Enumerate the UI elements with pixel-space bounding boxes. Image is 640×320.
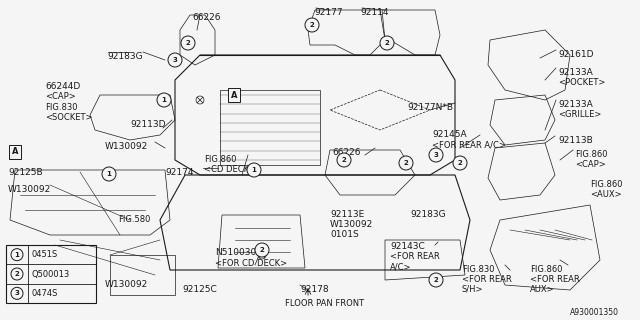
Text: 92125B: 92125B <box>8 168 43 177</box>
Circle shape <box>102 167 116 181</box>
Text: AUX>: AUX> <box>530 285 555 294</box>
Text: 92133A: 92133A <box>558 68 593 77</box>
Text: 92178: 92178 <box>300 285 328 294</box>
Text: A: A <box>12 148 19 156</box>
Text: <CD DECK>: <CD DECK> <box>204 165 256 174</box>
Text: FIG.860: FIG.860 <box>590 180 623 189</box>
Circle shape <box>429 273 443 287</box>
Text: W130092: W130092 <box>8 185 51 194</box>
Text: <FOR REAR: <FOR REAR <box>390 252 440 261</box>
Text: 92113E: 92113E <box>330 210 364 219</box>
Text: 2: 2 <box>458 160 462 166</box>
Text: 0451S: 0451S <box>32 250 58 259</box>
Text: 92113D: 92113D <box>130 120 166 129</box>
Text: FIG.830: FIG.830 <box>462 265 495 274</box>
Circle shape <box>11 268 23 280</box>
Text: 66244D: 66244D <box>45 82 80 91</box>
Text: 0474S: 0474S <box>32 289 58 298</box>
Text: 66226: 66226 <box>332 148 360 157</box>
Text: <CAP>: <CAP> <box>45 92 76 101</box>
Text: 2: 2 <box>342 157 346 163</box>
Text: W130092: W130092 <box>105 142 148 151</box>
Text: <FOR REAR A/C>: <FOR REAR A/C> <box>432 140 506 149</box>
Text: 92125C: 92125C <box>182 285 217 294</box>
Text: S/H>: S/H> <box>462 285 483 294</box>
Circle shape <box>11 287 23 299</box>
Text: 92183G: 92183G <box>107 52 143 61</box>
Text: 1: 1 <box>107 171 111 177</box>
Circle shape <box>429 148 443 162</box>
Text: FIG.830: FIG.830 <box>45 103 77 112</box>
Circle shape <box>157 93 171 107</box>
Text: 2: 2 <box>260 247 264 253</box>
Text: Q500013: Q500013 <box>32 269 70 278</box>
Text: <AUX>: <AUX> <box>590 190 621 199</box>
Text: 92133A: 92133A <box>558 100 593 109</box>
Text: W130092: W130092 <box>330 220 373 229</box>
Text: <FOR REAR: <FOR REAR <box>530 275 580 284</box>
Text: 2: 2 <box>15 271 19 277</box>
Text: 3: 3 <box>15 290 19 296</box>
Text: <SOCKET>: <SOCKET> <box>45 113 93 122</box>
Text: FIG.580: FIG.580 <box>118 215 150 224</box>
Bar <box>220 90 320 165</box>
Text: 3: 3 <box>173 57 177 63</box>
Text: N510030: N510030 <box>215 248 256 257</box>
Text: 1: 1 <box>252 167 257 173</box>
Circle shape <box>399 156 413 170</box>
Circle shape <box>181 36 195 50</box>
Text: A: A <box>231 91 237 100</box>
Text: FLOOR PAN FRONT: FLOOR PAN FRONT <box>285 299 364 308</box>
Text: <POCKET>: <POCKET> <box>558 78 605 87</box>
Text: 92143C: 92143C <box>390 242 425 251</box>
Circle shape <box>453 156 467 170</box>
Text: W130092: W130092 <box>105 280 148 289</box>
Text: 92183G: 92183G <box>410 210 445 219</box>
Text: FIG.860: FIG.860 <box>530 265 563 274</box>
Text: 2: 2 <box>404 160 408 166</box>
Circle shape <box>337 153 351 167</box>
Text: 92113B: 92113B <box>558 136 593 145</box>
Text: 2: 2 <box>310 22 314 28</box>
Text: FIG.860: FIG.860 <box>204 155 237 164</box>
Text: 92145A: 92145A <box>432 130 467 139</box>
Text: 2: 2 <box>186 40 190 46</box>
Text: A/C>: A/C> <box>390 262 412 271</box>
Bar <box>6 245 96 303</box>
Text: <GRILLE>: <GRILLE> <box>558 110 602 119</box>
Text: FIG.860: FIG.860 <box>575 150 607 159</box>
Text: 92114: 92114 <box>360 8 388 17</box>
Text: <FOR REAR: <FOR REAR <box>462 275 512 284</box>
Circle shape <box>247 163 261 177</box>
Circle shape <box>11 249 23 261</box>
Text: 3: 3 <box>433 152 438 158</box>
Text: 92161D: 92161D <box>558 50 593 59</box>
Text: A930001350: A930001350 <box>570 308 619 317</box>
Circle shape <box>168 53 182 67</box>
Text: 1: 1 <box>15 252 19 258</box>
Circle shape <box>305 18 319 32</box>
Text: 92174: 92174 <box>165 168 193 177</box>
Text: 92177N*B: 92177N*B <box>407 103 453 112</box>
Text: 66226: 66226 <box>192 13 221 22</box>
Text: 2: 2 <box>434 277 438 283</box>
Text: 0101S: 0101S <box>330 230 359 239</box>
Circle shape <box>380 36 394 50</box>
Text: <CAP>: <CAP> <box>575 160 605 169</box>
Text: 92177: 92177 <box>314 8 342 17</box>
Text: 1: 1 <box>161 97 166 103</box>
Text: 2: 2 <box>385 40 389 46</box>
Circle shape <box>255 243 269 257</box>
Text: <FOR CD DECK>: <FOR CD DECK> <box>215 259 287 268</box>
